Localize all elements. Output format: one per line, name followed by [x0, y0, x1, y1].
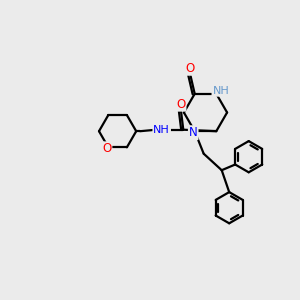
Text: NH: NH — [212, 86, 229, 96]
Text: O: O — [102, 142, 111, 155]
Text: NH: NH — [153, 125, 170, 135]
Text: O: O — [176, 98, 185, 111]
Text: O: O — [186, 62, 195, 75]
Text: N: N — [189, 126, 198, 139]
